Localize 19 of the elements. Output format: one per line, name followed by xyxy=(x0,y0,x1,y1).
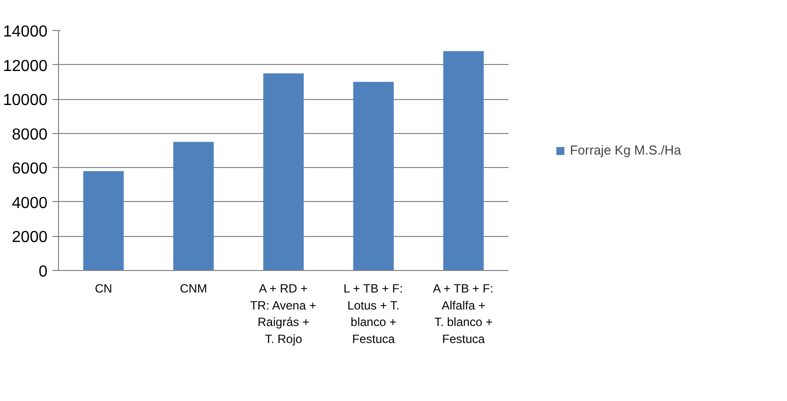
x-tick-label: CNM xyxy=(180,282,208,296)
legend-label: Forraje Kg M.S./Ha xyxy=(570,142,682,158)
y-tick-label: 6000 xyxy=(12,160,48,178)
bar xyxy=(83,171,124,270)
x-tick-label: A + RD + TR: Avena + Raigrás + T. Rojo xyxy=(250,282,316,346)
y-tick-label: 4000 xyxy=(12,194,48,212)
y-tick-label: 10000 xyxy=(3,92,48,110)
bar xyxy=(443,51,484,270)
y-tick-label: 12000 xyxy=(3,58,48,75)
bar xyxy=(263,73,304,270)
y-tick-label: 0 xyxy=(38,264,48,280)
bar xyxy=(173,142,214,270)
x-tick-label: L + TB + F: Lotus + T. blanco + Festuca xyxy=(343,282,403,346)
x-tick-label: A + TB + F: Alfalfa + T. blanco + Festuca xyxy=(432,282,494,346)
bar xyxy=(353,82,394,270)
y-tick-label: 8000 xyxy=(12,126,48,144)
y-tick-label: 2000 xyxy=(12,229,48,246)
y-tick-label: 14000 xyxy=(3,24,48,40)
x-tick-label: CN xyxy=(94,282,112,296)
